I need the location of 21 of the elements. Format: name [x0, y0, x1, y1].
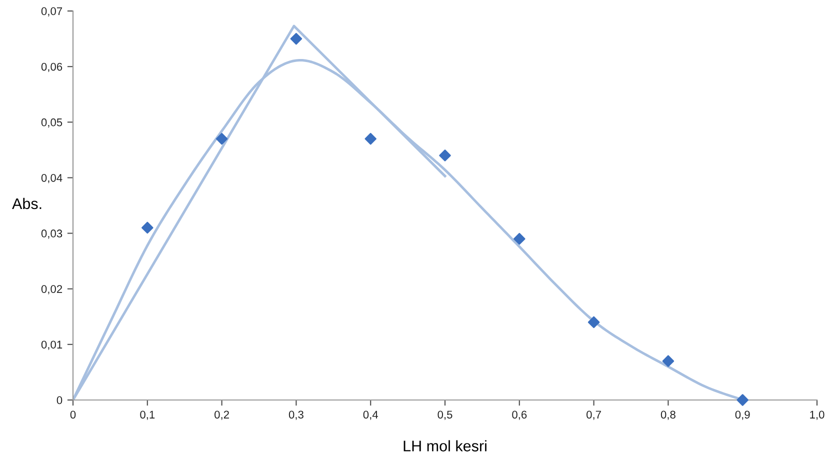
y-axis-title: Abs.: [12, 198, 42, 210]
x-tick-label: 0,6: [512, 410, 527, 420]
y-tick-label: 0,07: [41, 7, 62, 16]
x-tick-label: 0,7: [586, 410, 601, 420]
x-tick-label: 0,5: [438, 410, 452, 420]
y-tick-label: 0,04: [41, 174, 62, 184]
x-tick-label: 0,3: [288, 410, 304, 420]
y-tick-label: 0: [56, 396, 62, 404]
x-tick-label: 0: [70, 410, 76, 419]
x-tick-label: 0,8: [660, 410, 676, 420]
y-tick-label: 0,03: [41, 230, 62, 239]
x-tick-label: 0,1: [140, 410, 155, 420]
y-tick-label: 0,05: [41, 118, 62, 128]
y-tick-label: 0,06: [41, 62, 62, 72]
x-tick-label: 1,0: [810, 410, 824, 420]
y-tick-label: 0,01: [41, 340, 62, 350]
y-tick-label: 0,02: [41, 285, 62, 294]
x-axis-title: LH mol kesri: [404, 440, 486, 452]
x-tick-label: 0,9: [735, 410, 750, 420]
x-tick-label: 0,2: [214, 410, 229, 420]
x-tick-label: 0,4: [363, 410, 378, 420]
